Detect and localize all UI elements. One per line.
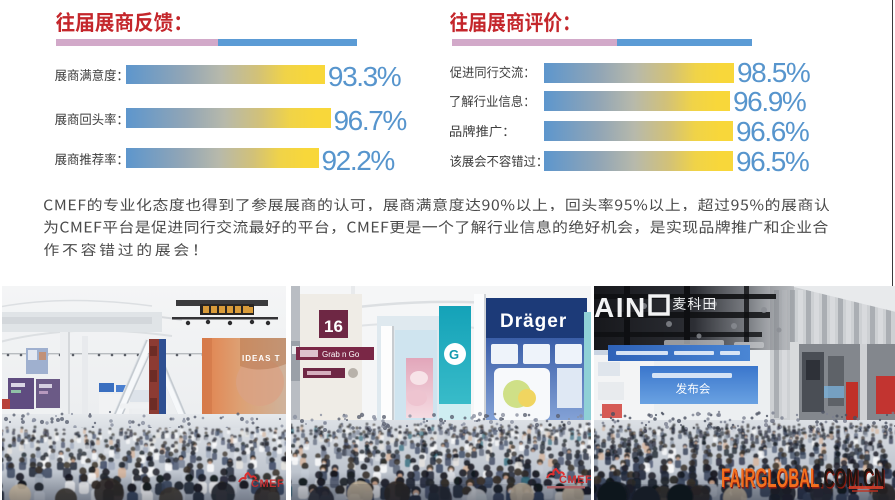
svg-text:AIN: AIN <box>594 292 647 323</box>
svg-text:Grab n Go: Grab n Go <box>322 350 360 359</box>
svg-text:IDEAS T: IDEAS T <box>242 354 281 363</box>
svg-text:Dräger: Dräger <box>500 311 567 332</box>
svg-text:16: 16 <box>324 317 343 336</box>
svg-text:G: G <box>449 347 459 362</box>
